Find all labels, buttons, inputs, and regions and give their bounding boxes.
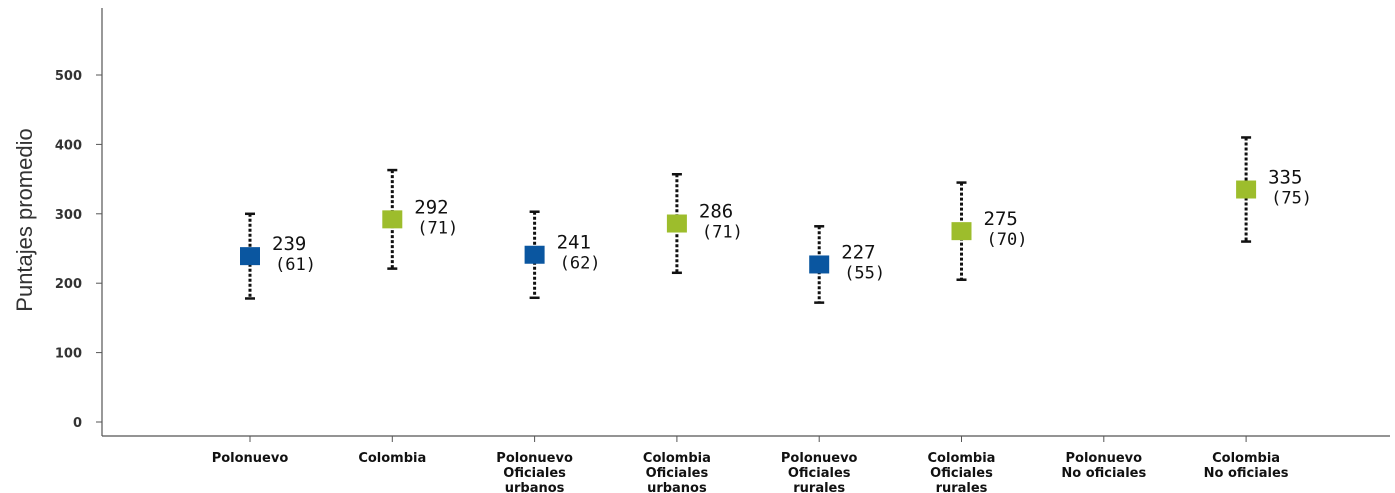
mean-value-label: 335 bbox=[1268, 167, 1302, 189]
y-axis-label: Puntajes promedio bbox=[12, 128, 37, 311]
y-tick-label: 400 bbox=[55, 138, 82, 153]
y-tick-label: 500 bbox=[55, 69, 82, 84]
category-label-line: Polonuevo bbox=[781, 451, 858, 466]
category-label: Colombia bbox=[358, 451, 426, 466]
y-tick-label: 100 bbox=[55, 347, 82, 362]
category-label: Polonuevo Oficiales urbanos bbox=[496, 451, 573, 493]
data-marks: 239(61)292(71)241(62)286(71)227(55)275(7… bbox=[240, 137, 1312, 302]
category-label-line: Colombia bbox=[928, 451, 996, 466]
mean-marker bbox=[667, 215, 687, 233]
category-label-line: Oficiales bbox=[646, 466, 709, 481]
category-label-line: rurales bbox=[793, 481, 845, 493]
category-label-line: urbanos bbox=[505, 481, 565, 493]
x-categories: Polonuevo Colombia Polonuevo Oficiales urban… bbox=[212, 436, 1289, 493]
category-label-line: Colombia bbox=[1212, 451, 1280, 466]
category-label-line: Polonuevo bbox=[1066, 451, 1143, 466]
sd-value-label: (71) bbox=[417, 218, 458, 238]
sd-value-label: (61) bbox=[275, 255, 316, 275]
mean-marker bbox=[240, 247, 260, 265]
category-label: Polonuevo No oficiales bbox=[1061, 451, 1146, 481]
category-label: Colombia No oficiales bbox=[1204, 451, 1289, 481]
category-label: Polonuevo bbox=[212, 451, 289, 466]
mean-value-label: 275 bbox=[984, 208, 1018, 230]
category-label-line: Colombia bbox=[358, 451, 426, 466]
category-label-line: rurales bbox=[936, 481, 988, 493]
category-label-line: urbanos bbox=[647, 481, 707, 493]
sd-value-label: (75) bbox=[1271, 189, 1312, 209]
category-label-line: Oficiales bbox=[930, 466, 993, 481]
y-tick-label: 300 bbox=[55, 208, 82, 223]
sd-value-label: (55) bbox=[844, 263, 885, 283]
category-label: Colombia Oficiales rurales bbox=[928, 451, 996, 493]
mean-value-label: 227 bbox=[841, 241, 875, 263]
category-label-line: No oficiales bbox=[1061, 466, 1146, 481]
mean-value-label: 241 bbox=[557, 232, 591, 254]
sd-value-label: (62) bbox=[560, 254, 601, 274]
category-label-line: No oficiales bbox=[1204, 466, 1289, 481]
mean-value-label: 286 bbox=[699, 201, 733, 223]
category-label-line: Polonuevo bbox=[212, 451, 289, 466]
axes bbox=[102, 8, 1390, 436]
mean-marker bbox=[382, 210, 402, 228]
mean-value-label: 292 bbox=[414, 196, 448, 218]
category-label: Polonuevo Oficiales rurales bbox=[781, 451, 858, 493]
mean-marker bbox=[952, 222, 972, 240]
y-ticks: 0 100 200 300 400 500 bbox=[55, 69, 102, 431]
y-tick-label: 0 bbox=[73, 416, 82, 431]
category-label-line: Oficiales bbox=[788, 466, 851, 481]
mean-marker bbox=[809, 255, 829, 273]
category-label-line: Oficiales bbox=[503, 466, 566, 481]
category-label: Colombia Oficiales urbanos bbox=[643, 451, 711, 493]
category-label-line: Colombia bbox=[643, 451, 711, 466]
sd-value-label: (71) bbox=[702, 223, 743, 243]
y-tick-label: 200 bbox=[55, 277, 82, 292]
category-label-line: Polonuevo bbox=[496, 451, 573, 466]
mean-value-label: 239 bbox=[272, 233, 306, 255]
mean-marker bbox=[525, 246, 545, 264]
sd-value-label: (70) bbox=[987, 230, 1028, 250]
mean-marker bbox=[1236, 181, 1256, 199]
